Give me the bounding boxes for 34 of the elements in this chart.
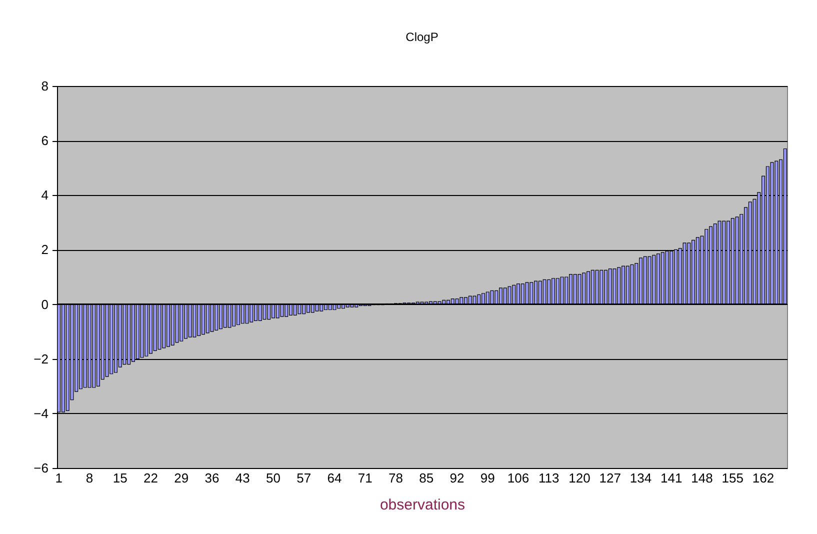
x-tick-label: 1	[55, 470, 62, 486]
x-tick-label: 120	[568, 470, 590, 486]
x-tick-label: 106	[507, 470, 530, 486]
y-tick-label: 4	[41, 188, 48, 203]
x-tick-label: 148	[691, 470, 713, 486]
x-tick-label: 85	[419, 470, 434, 486]
x-tick-label: 22	[144, 470, 158, 486]
y-tick-label: 0	[41, 296, 48, 312]
x-tick-label: 155	[722, 470, 744, 486]
x-tick-label: 141	[660, 470, 682, 486]
x-tick-label: 113	[538, 470, 560, 486]
x-tick-label: 78	[388, 470, 403, 486]
y-tick-label: −6	[34, 460, 48, 476]
x-tick-label: 43	[235, 470, 250, 486]
x-tick-label: 64	[327, 470, 342, 486]
y-tick-label: 2	[41, 242, 48, 258]
x-tick-label: 29	[174, 470, 189, 486]
x-tick-label: 162	[752, 470, 774, 486]
chart-title: ClogP	[406, 30, 438, 44]
x-tick-label: 8	[86, 470, 94, 486]
x-axis-title: observations	[380, 496, 466, 514]
y-tick-label: 8	[41, 78, 48, 94]
x-tick-label: 57	[296, 470, 312, 486]
y-tick-label: 6	[41, 133, 48, 148]
x-tick-label: 92	[450, 470, 464, 486]
y-tick-label: −4	[34, 406, 48, 421]
x-tick-label: 36	[204, 470, 220, 486]
x-tick-label: 15	[112, 470, 128, 486]
x-tick-label: 71	[358, 470, 372, 486]
x-tick-label: 134	[630, 470, 652, 486]
y-tick-label: −2	[34, 351, 48, 366]
x-tick-label: 50	[266, 470, 280, 486]
x-tick-label: 99	[480, 470, 495, 486]
x-tick-label: 127	[599, 470, 621, 486]
